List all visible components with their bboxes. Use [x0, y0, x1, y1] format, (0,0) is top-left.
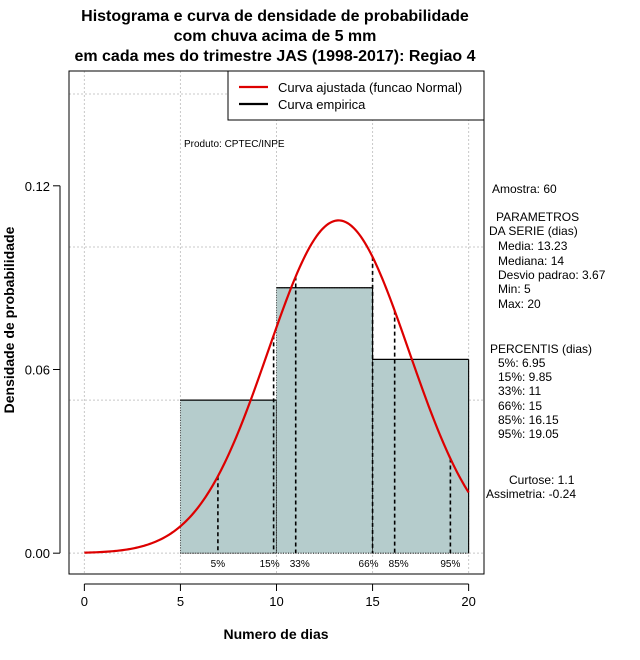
x-tick-label-0: 0 [81, 594, 88, 609]
y-tick-label-0: 0.00 [25, 546, 50, 561]
percentile-label-85: 85% [389, 559, 409, 570]
x-axis-title: Numero de dias [223, 626, 328, 642]
legend-label-empirical: Curva empirica [278, 97, 366, 112]
x-tick-label-10: 10 [269, 594, 283, 609]
stat-max: Max: 20 [498, 297, 541, 311]
stat-amostra: Amostra: 60 [492, 182, 557, 196]
x-tick-label-5: 5 [177, 594, 184, 609]
percentile-label-66: 66% [359, 559, 379, 570]
percentile-label-15: 15% [260, 559, 280, 570]
histogram-bar-2 [276, 287, 373, 554]
y-axis-title: Densidade de probabilidade [1, 226, 17, 413]
percentile-label-33: 33% [290, 559, 310, 570]
stat-curtose: Curtose: 1.1 [509, 473, 575, 487]
chart-title-line-3: em cada mes do trimestre JAS (1998-2017)… [74, 48, 475, 65]
stat-p85: 85%: 16.15 [498, 413, 559, 427]
histogram-bar-1 [180, 400, 277, 554]
x-tick-label-15: 15 [365, 594, 379, 609]
stat-assimetria: Assimetria: -0.24 [486, 487, 576, 501]
percentile-label-95: 95% [440, 559, 460, 570]
y-tick-label-1: 0.06 [25, 362, 50, 377]
percentile-label-5: 5% [211, 559, 226, 570]
x-axis: 0 5 10 15 20 [81, 583, 476, 609]
histogram-bar-3 [372, 359, 469, 554]
stat-p95: 95%: 19.05 [498, 427, 559, 441]
stat-p66: 66%: 15 [498, 399, 542, 413]
percentile-labels: 5% 15% 33% 66% 85% 95% [211, 559, 461, 570]
legend-box [227, 70, 485, 121]
stat-perc-title: PERCENTIS (dias) [490, 342, 592, 356]
stat-p33: 33%: 11 [498, 384, 541, 398]
chart-title-line-1: Histograma e curva de densidade de proba… [81, 8, 469, 25]
x-tick-label-20: 20 [461, 594, 475, 609]
stat-desvio: Desvio padrao: 3.67 [498, 268, 606, 282]
stat-param-title-1: PARAMETROS [496, 210, 579, 224]
percentile-lines [217, 256, 452, 554]
stat-mediana: Mediana: 14 [498, 254, 564, 268]
legend-label-fitted: Curva ajustada (funcao Normal) [278, 80, 462, 95]
stat-media: Media: 13.23 [498, 239, 568, 253]
y-axis: 0.00 0.06 0.12 [25, 179, 61, 561]
stats-panel: Amostra: 60 PARAMETROS DA SERIE (dias) M… [486, 182, 606, 501]
normal-density-curve [84, 219, 470, 554]
stat-p15: 15%: 9.85 [498, 370, 552, 384]
legend: Curva ajustada (funcao Normal) Curva emp… [227, 70, 485, 121]
product-note: Produto: CPTEC/INPE [184, 139, 285, 150]
stat-param-title-2: DA SERIE (dias) [489, 224, 578, 238]
histogram-bars [180, 287, 470, 554]
stat-p5: 5%: 6.95 [498, 356, 546, 370]
y-tick-label-2: 0.12 [25, 179, 50, 194]
stat-min: Min: 5 [498, 282, 531, 296]
chart-title-line-2: com chuva acima de 5 mm [174, 28, 377, 45]
